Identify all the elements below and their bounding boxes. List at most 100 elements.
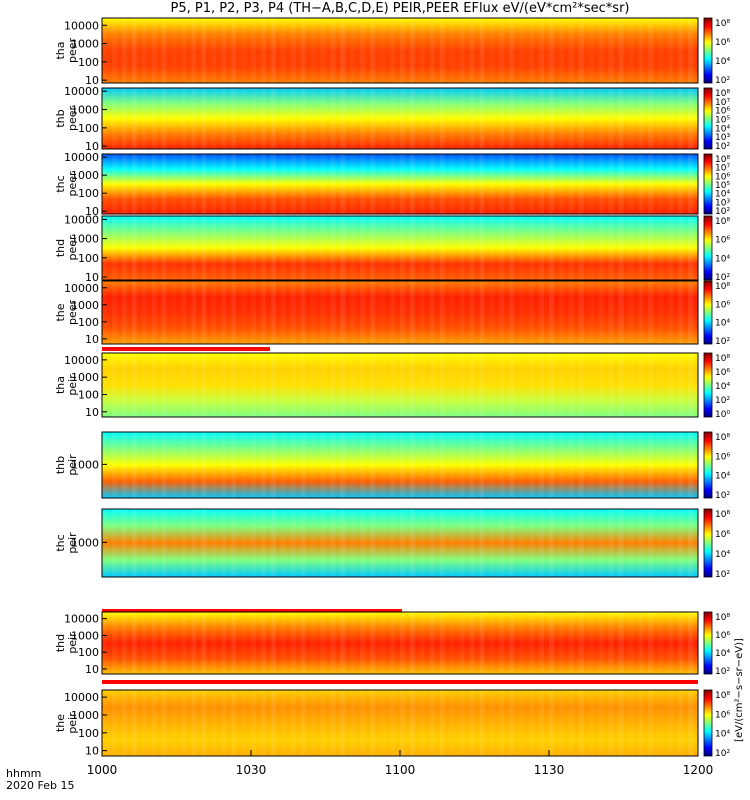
heatmap-texture — [320, 353, 326, 417]
heatmap-texture — [290, 216, 296, 280]
heatmap-texture — [350, 154, 356, 214]
heatmap-texture — [499, 281, 505, 344]
heatmap-texture — [419, 154, 425, 214]
heatmap-texture — [598, 432, 604, 498]
heatmap-texture — [320, 509, 326, 577]
heatmap-texture — [290, 432, 296, 498]
y-axis-label: peir — [66, 454, 79, 476]
heatmap-texture — [628, 216, 634, 280]
heatmap-texture — [260, 216, 266, 280]
heatmap-texture — [111, 432, 117, 498]
heatmap-thd_peer — [102, 216, 698, 280]
heatmap-texture — [121, 88, 127, 149]
heatmap-texture — [439, 88, 445, 149]
y-tick-label: 10 — [85, 406, 99, 419]
heatmap-texture — [578, 281, 584, 344]
heatmap-texture — [479, 690, 485, 756]
colorbar-tick-label: 10⁴ — [715, 550, 730, 560]
heatmap-texture — [459, 612, 465, 674]
heatmap-texture — [330, 612, 336, 674]
y-tick-label: 1000 — [71, 299, 99, 312]
heatmap-texture — [429, 509, 435, 577]
heatmap-texture — [360, 216, 366, 280]
colorbar-tick-label: 10⁴ — [715, 472, 730, 482]
heatmap-texture — [181, 154, 187, 214]
heatmap-texture — [172, 612, 177, 674]
heatmap-texture — [409, 281, 415, 344]
y-tick-label: 100 — [78, 122, 99, 135]
heatmap-texture — [201, 18, 207, 83]
heatmap-texture — [519, 432, 524, 498]
heatmap-texture — [370, 18, 376, 83]
heatmap-texture — [290, 18, 296, 83]
heatmap-texture — [260, 353, 266, 417]
heatmap-texture — [648, 281, 654, 344]
heatmap-texture — [479, 353, 485, 417]
heatmap-texture — [439, 353, 445, 417]
heatmap-texture — [102, 216, 107, 280]
heatmap-texture — [390, 281, 396, 344]
heatmap-texture — [121, 432, 127, 498]
heatmap-texture — [191, 216, 197, 280]
heatmap-texture — [151, 18, 157, 83]
status-bar — [102, 609, 402, 613]
heatmap-texture — [280, 612, 286, 674]
heatmap-texture — [499, 154, 505, 214]
heatmap-texture — [578, 432, 584, 498]
heatmap-texture — [678, 154, 684, 214]
heatmap-texture — [111, 281, 117, 344]
heatmap-texture — [102, 432, 107, 498]
heatmap-texture — [469, 432, 475, 498]
heatmap-texture — [161, 216, 167, 280]
heatmap-texture — [400, 216, 405, 280]
heatmap-texture — [558, 18, 564, 83]
heatmap-texture — [688, 432, 694, 498]
heatmap-texture — [409, 154, 415, 214]
heatmap-texture — [181, 612, 187, 674]
y-axis-label: peir — [66, 532, 79, 554]
heatmap-texture — [499, 509, 505, 577]
heatmap-texture — [300, 18, 306, 83]
heatmap-texture — [151, 88, 157, 149]
heatmap-texture — [241, 509, 246, 577]
y-tick-label: 100 — [78, 252, 99, 265]
heatmap-texture — [459, 281, 465, 344]
heatmap-texture — [231, 88, 237, 149]
heatmap-texture — [419, 690, 425, 756]
heatmap-texture — [509, 509, 515, 577]
y-tick-label: 1000 — [71, 371, 99, 384]
heatmap-texture — [390, 154, 396, 214]
heatmap-texture — [251, 509, 256, 577]
heatmap-texture — [648, 690, 654, 756]
heatmap-texture — [539, 612, 545, 674]
heatmap-texture — [419, 432, 425, 498]
heatmap-texture — [151, 154, 157, 214]
heatmap-texture — [320, 88, 326, 149]
heatmap-tha_peer — [102, 18, 698, 83]
heatmap-texture — [450, 353, 455, 417]
heatmap-texture — [161, 88, 167, 149]
heatmap-texture — [678, 612, 684, 674]
heatmap-texture — [568, 216, 574, 280]
heatmap-texture — [360, 612, 366, 674]
heatmap-texture — [688, 353, 694, 417]
heatmap-texture — [608, 432, 614, 498]
colorbar-tick-label: 10⁴ — [715, 319, 730, 329]
heatmap-texture — [311, 88, 316, 149]
heatmap-texture — [251, 353, 256, 417]
heatmap-texture — [409, 432, 415, 498]
heatmap-texture — [499, 690, 505, 756]
heatmap-texture — [479, 432, 485, 498]
colorbar-tick-label: 10² — [715, 273, 730, 283]
heatmap-texture — [409, 690, 415, 756]
heatmap-texture — [479, 281, 485, 344]
heatmap-texture — [290, 281, 296, 344]
heatmap-texture — [241, 432, 246, 498]
heatmap-texture — [529, 154, 535, 214]
heatmap-texture — [191, 88, 197, 149]
heatmap-texture — [191, 612, 197, 674]
heatmap-texture — [181, 432, 187, 498]
heatmap-texture — [608, 612, 614, 674]
y-tick-label: 1000 — [71, 629, 99, 642]
heatmap-texture — [350, 281, 356, 344]
